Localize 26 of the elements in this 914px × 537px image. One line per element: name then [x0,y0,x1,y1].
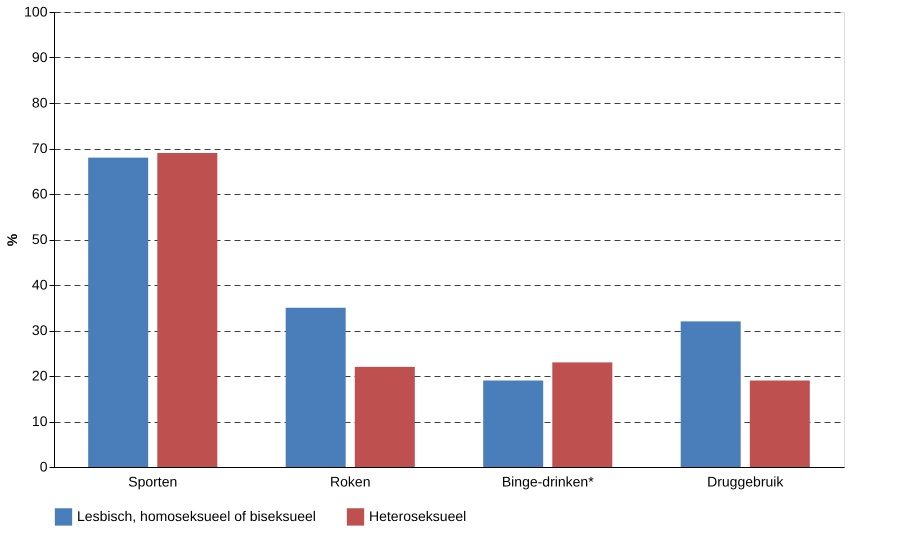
y-tick-label: 80 [32,94,48,110]
bar [680,321,741,467]
y-tick-label: 70 [32,140,48,156]
x-tick-label: Binge-drinken* [502,474,594,490]
y-tick-label: 90 [32,49,48,65]
y-tick-label: 60 [32,186,48,202]
bar [483,380,544,467]
legend-label: Heteroseksueel [369,508,466,524]
bar [354,366,415,467]
y-axis-title: % [4,233,20,246]
legend-label: Lesbisch, homoseksueel of biseksueel [77,508,316,524]
x-tick-label: Sporten [128,474,178,490]
bar [157,153,218,467]
y-tick-label: 100 [24,4,48,20]
x-tick-label: Druggebruik [707,474,784,490]
x-tick-label: Roken [330,474,370,490]
y-tick-label: 30 [32,322,48,338]
y-tick-label: 40 [32,276,48,292]
y-tick-label: 50 [32,231,48,247]
bar [286,308,346,467]
y-tick-label: 20 [32,368,48,384]
y-tick-label: 0 [40,458,48,474]
y-tick-label: 10 [32,413,48,429]
bar [552,362,612,467]
bar [750,380,810,467]
bar [88,158,148,467]
